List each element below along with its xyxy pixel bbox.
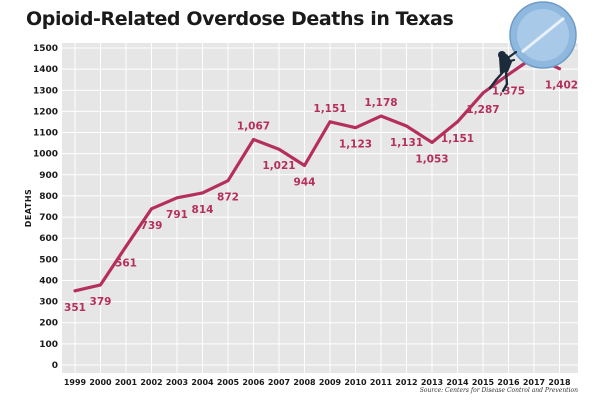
y-tick-label: 1400 [33,65,58,75]
x-tick-label: 2014 [446,378,469,387]
x-tick-label: 1999 [64,378,87,387]
y-tick-label: 800 [39,192,58,202]
data-label-2004: 814 [192,204,214,216]
x-tick-label: 2016 [497,378,520,387]
figure-pushing-pill-icon [488,1,577,93]
data-label-2013: 1,053 [415,153,448,165]
plot-area [62,43,578,373]
y-tick-label: 700 [39,213,58,223]
y-tick-label: 0 [52,361,58,371]
x-tick-label: 2003 [166,378,188,387]
data-label-2001: 561 [115,257,137,269]
data-label-2007: 1,021 [262,160,295,172]
data-label-2005: 872 [217,192,239,204]
y-tick-label: 1200 [33,107,58,117]
y-tick-label: 1300 [33,86,58,96]
data-label-2018: 1,402 [545,80,578,92]
x-tick-label: 2013 [421,378,443,387]
data-label-2009: 1,151 [313,103,346,115]
grid-lines [62,43,578,373]
data-label-2014: 1,151 [441,133,474,145]
x-tick-label: 2009 [319,378,342,387]
data-label-1999: 351 [64,302,86,314]
y-tick-label: 100 [39,340,58,350]
chart-title: Opioid-Related Overdose Deaths in Texas [26,8,454,30]
y-tick-label: 300 [39,298,58,308]
y-axis-ticks: 0 100 200 300 400 500 600 700 800 900 1000 1100 1200… [33,44,58,371]
data-label-2008: 944 [294,177,316,189]
data-label-2002: 739 [141,220,163,232]
data-label-2006: 1,067 [237,121,270,133]
x-tick-label: 2015 [472,378,495,387]
source-note: Source: Centers for Disease Control and … [419,387,578,394]
data-label-2015: 1,287 [466,104,499,116]
data-label-2000: 379 [90,296,112,308]
x-tick-label: 2005 [217,378,240,387]
x-tick-label: 2017 [523,378,545,387]
x-tick-label: 2002 [140,378,162,387]
y-tick-label: 900 [39,171,58,181]
y-tick-label: 1000 [33,150,58,160]
data-label-2011: 1,178 [364,97,397,109]
y-tick-label: 1100 [33,129,58,139]
y-tick-label: 1500 [33,44,58,54]
x-tick-label: 2001 [115,378,138,387]
y-tick-label: 400 [39,276,58,286]
data-label-2012: 1,131 [390,137,423,149]
x-tick-label: 2004 [191,378,214,387]
y-tick-label: 500 [39,255,58,265]
x-tick-label: 2000 [89,378,112,387]
x-tick-label: 2010 [344,378,367,387]
data-label-2016: 1,375 [492,85,525,97]
x-tick-label: 2007 [268,378,290,387]
x-tick-label: 2011 [370,378,393,387]
y-tick-label: 200 [39,319,58,329]
series-line [73,55,562,293]
x-axis-ticks: 1999 2000 2001 2002 2003 2004 2005 2006 2007 2008… [64,378,571,387]
y-axis-label: DEATHS [24,189,33,228]
x-tick-label: 2012 [395,378,417,387]
x-tick-label: 2018 [548,378,571,387]
x-tick-label: 2008 [293,378,316,387]
x-tick-label: 2006 [242,378,265,387]
y-tick-label: 600 [39,234,58,244]
data-label-2010: 1,123 [339,139,372,151]
data-label-2003: 791 [166,209,188,221]
